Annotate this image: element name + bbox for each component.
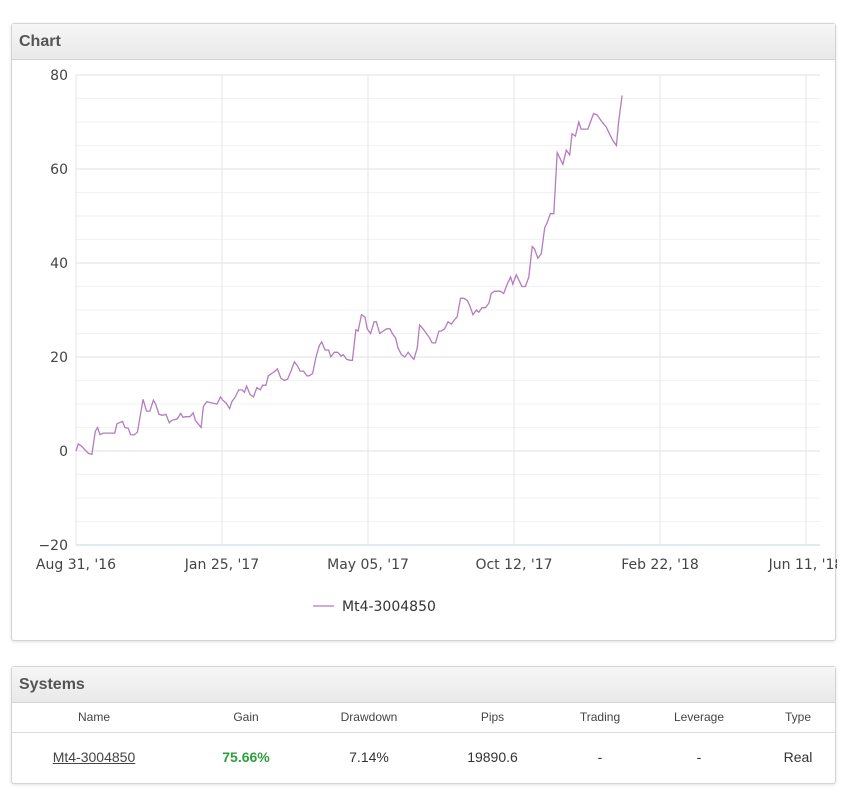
- x-tick-label: Jan 25, '17: [184, 557, 259, 573]
- gain-value: 75.66%: [222, 749, 270, 766]
- equity-chart: 80 60 40 20 0 −20 Aug 31, '16 Jan 25, '17 May 0…: [36, 68, 837, 615]
- chart-legend[interactable]: Mt4-3004850: [313, 599, 436, 615]
- x-tick-label: Jun 11, '18: [768, 557, 837, 573]
- column-header-name: Name: [12, 703, 176, 733]
- systems-table: Name Gain Drawdown Pips Trading Leverage…: [12, 703, 835, 782]
- system-name-cell: Mt4-3004850: [12, 732, 176, 782]
- system-name-link[interactable]: Mt4-3004850: [52, 749, 136, 766]
- column-header-type: Type: [761, 703, 835, 733]
- x-tick-label: May 05, '17: [327, 557, 409, 573]
- x-axis: Aug 31, '16 Jan 25, '17 May 05, '17 Oct 12,…: [36, 557, 837, 573]
- y-tick-label: −20: [38, 538, 68, 554]
- trading-value: -: [597, 749, 603, 766]
- column-header-pips: Pips: [422, 703, 563, 733]
- x-tick-label: Aug 31, '16: [36, 557, 116, 573]
- y-axis: 80 60 40 20 0 −20: [38, 68, 68, 554]
- y-tick-label: 0: [59, 444, 68, 460]
- legend-label: Mt4-3004850: [342, 599, 436, 615]
- leverage-value: -: [696, 749, 702, 766]
- y-tick-label: 80: [50, 68, 68, 84]
- pips-value: 19890.6: [467, 749, 518, 766]
- y-tick-label: 60: [50, 162, 68, 178]
- x-tick-label: Oct 12, '17: [475, 557, 552, 573]
- column-header-trading: Trading: [563, 703, 637, 733]
- column-header-drawdown: Drawdown: [316, 703, 422, 733]
- systems-panel: Systems Name Gain Drawdown Pips Trading …: [11, 666, 836, 784]
- y-tick-label: 20: [50, 350, 68, 366]
- table-row: Mt4-3004850 75.66% 7.14% 19890.6 - - Rea…: [12, 732, 835, 782]
- chart-panel-title: Chart: [12, 24, 835, 60]
- chart-panel: Chart 80 60 40 20 0 −20 Aug 31, '16 Jan 25, '1…: [11, 23, 837, 641]
- column-header-leverage: Leverage: [637, 703, 761, 733]
- drawdown-value: 7.14%: [349, 749, 389, 766]
- x-tick-label: Feb 22, '18: [621, 557, 699, 573]
- chart-grid: [75, 74, 820, 546]
- y-tick-label: 40: [50, 256, 68, 272]
- series-line: [75, 95, 623, 456]
- systems-panel-title: Systems: [12, 667, 835, 703]
- type-value: Real: [783, 749, 813, 766]
- column-header-gain: Gain: [176, 703, 316, 733]
- systems-header-row: Name Gain Drawdown Pips Trading Leverage…: [12, 703, 835, 733]
